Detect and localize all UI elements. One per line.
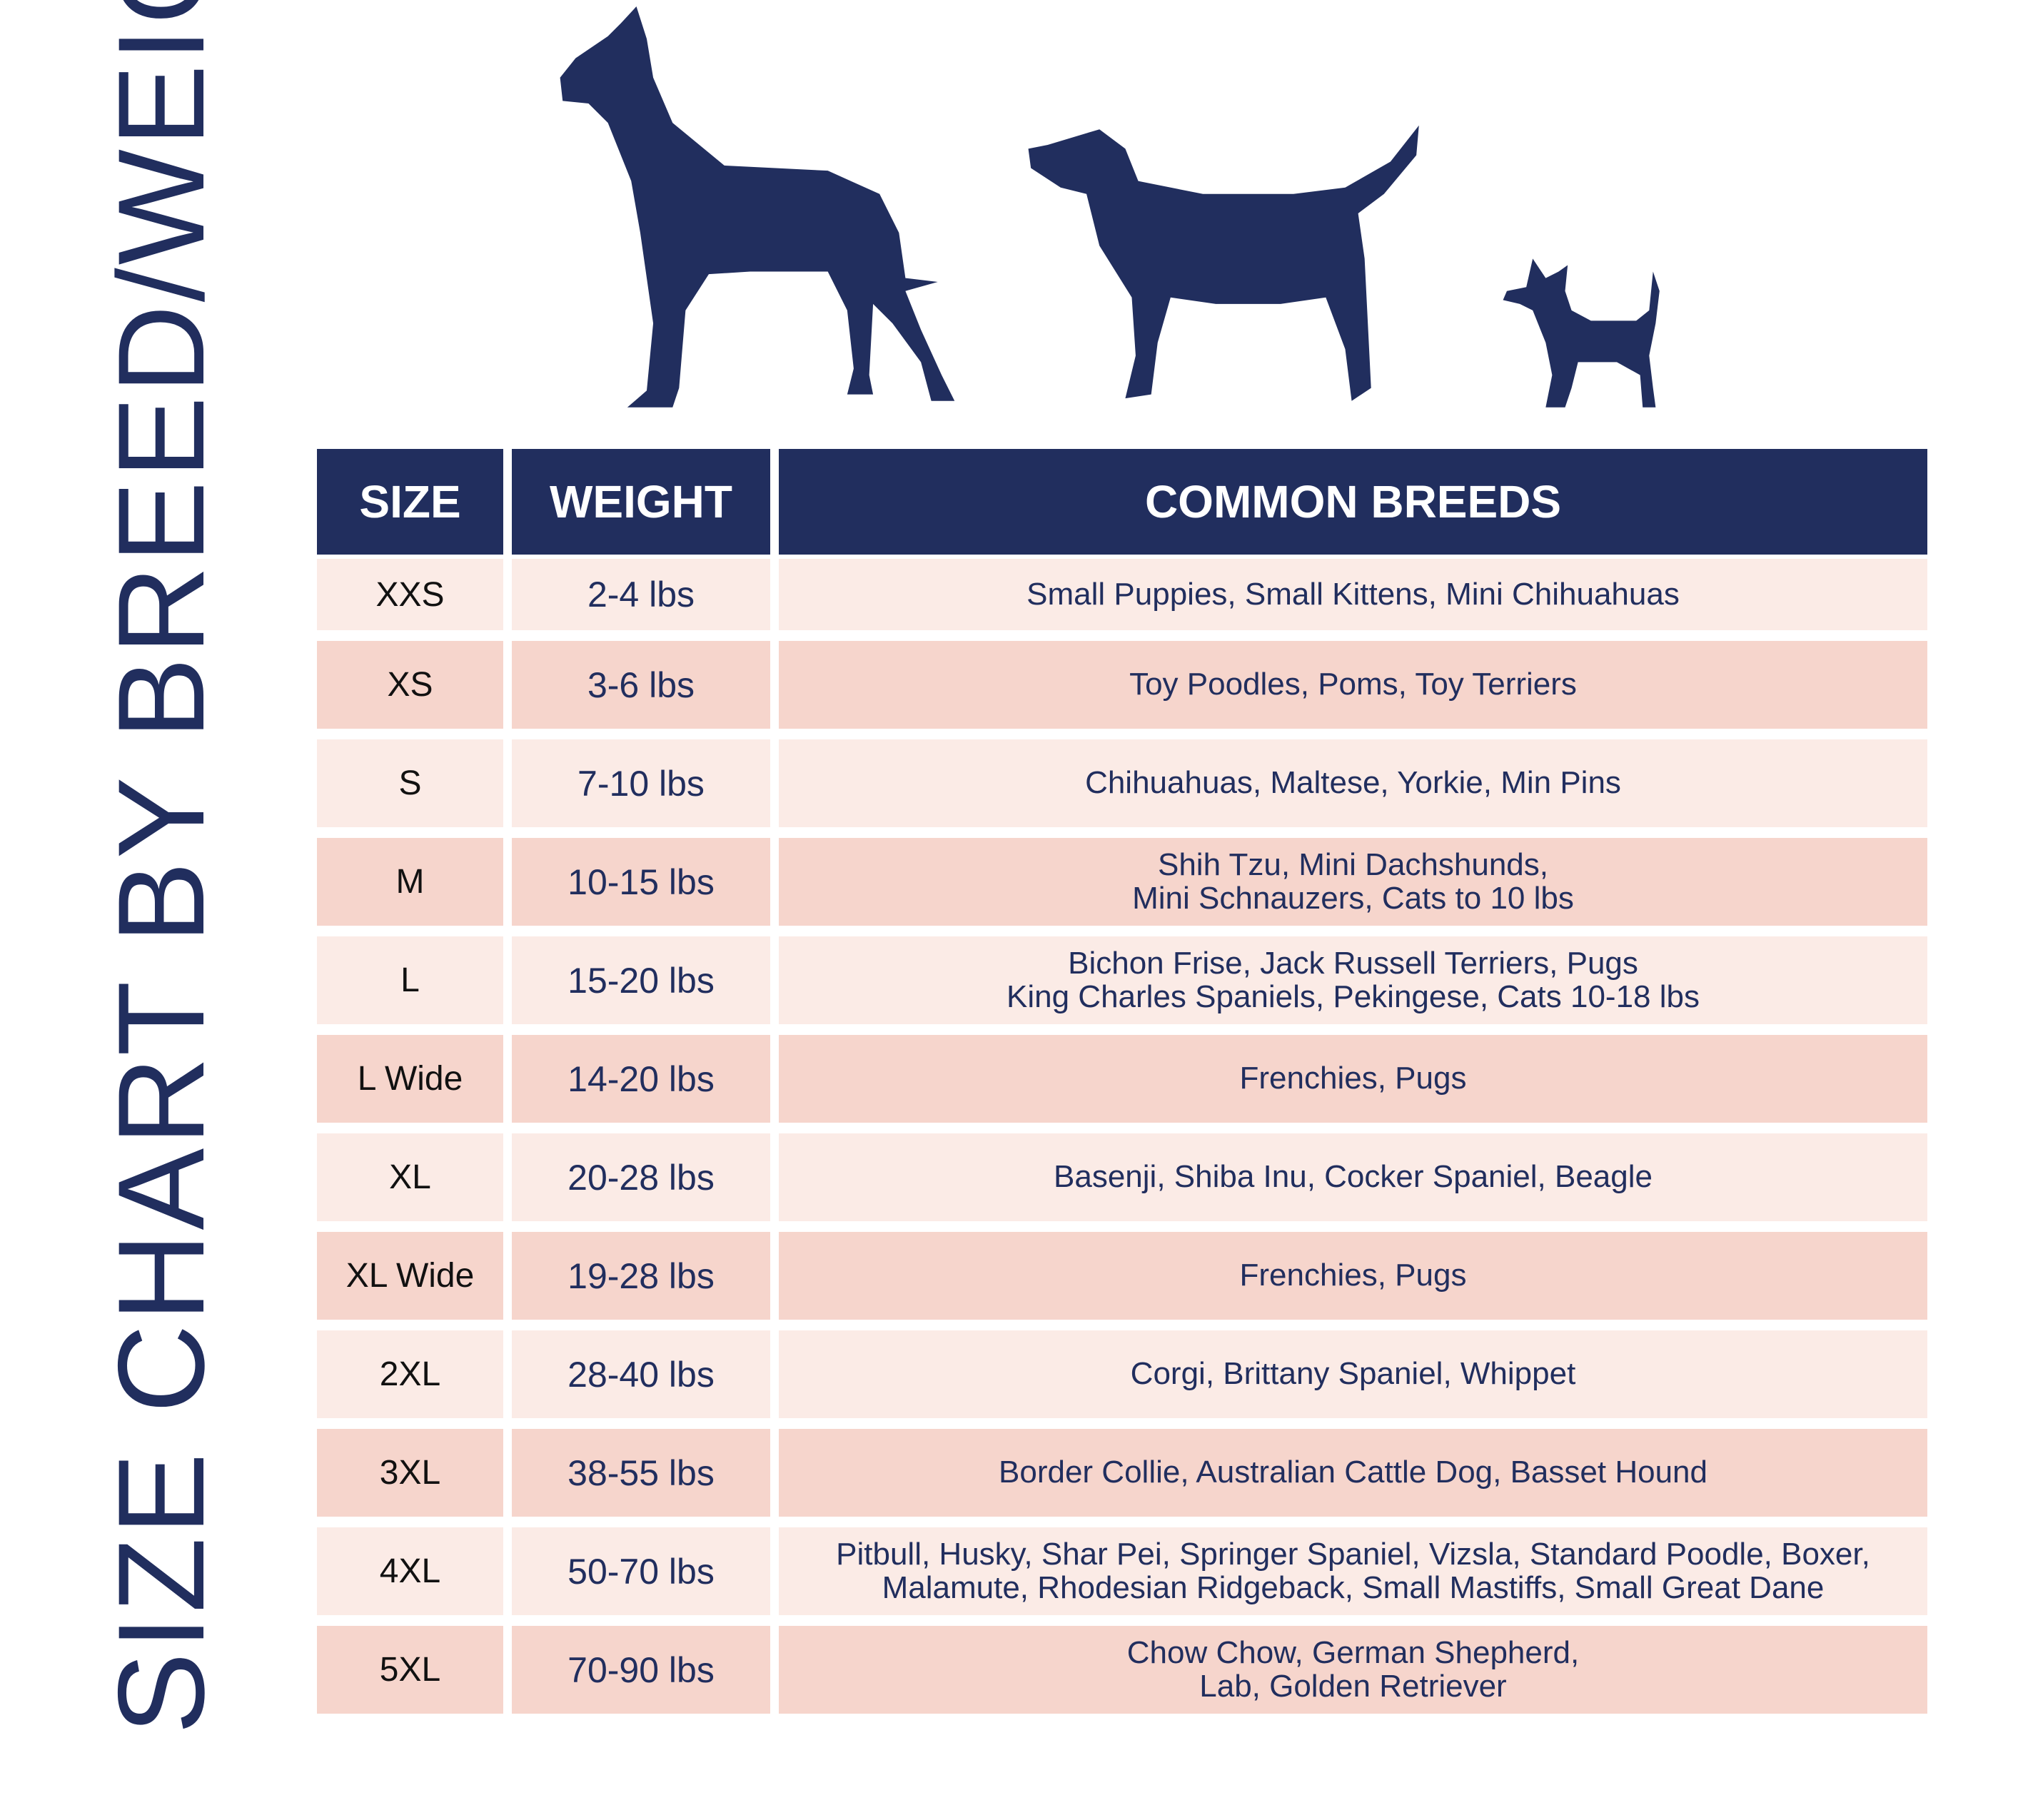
size-chart-table: SIZE WEIGHT COMMON BREEDS XXS 2-4 lbs Smal… (317, 449, 1927, 1724)
dog-silhouettes (560, 6, 1660, 408)
table-row: XXS 2-4 lbs Small Puppies, Small Kittens, … (317, 559, 1927, 630)
table-row: 5XL 70-90 lbs Chow Chow, German Shepherd, … (317, 1626, 1927, 1714)
breeds-cell: Frenchies, Pugs (779, 1035, 1927, 1123)
table-row: L 15-20 lbs Bichon Frise, Jack Russell Ter… (317, 936, 1927, 1024)
table-row: 3XL 38-55 lbs Border Collie, Australian Ca… (317, 1429, 1927, 1517)
weight-cell: 38-55 lbs (512, 1429, 770, 1517)
weight-cell: 3-6 lbs (512, 641, 770, 729)
weight-cell: 7-10 lbs (512, 739, 770, 827)
table-row: XL Wide 19-28 lbs Frenchies, Pugs (317, 1232, 1927, 1320)
table-row: 2XL 28-40 lbs Corgi, Brittany Spaniel, Whi… (317, 1330, 1927, 1418)
breeds-cell: Small Puppies, Small Kittens, Mini Chihu… (779, 559, 1927, 630)
size-cell: 5XL (317, 1626, 503, 1714)
weight-cell: 28-40 lbs (512, 1330, 770, 1418)
size-cell: L Wide (317, 1035, 503, 1123)
table-header: SIZE WEIGHT COMMON BREEDS (317, 449, 1927, 555)
header-size: SIZE (317, 449, 503, 555)
weight-cell: 14-20 lbs (512, 1035, 770, 1123)
size-cell: 4XL (317, 1527, 503, 1615)
chihuahua-silhouette-icon (1503, 258, 1660, 408)
size-cell: 3XL (317, 1429, 503, 1517)
size-cell: XL Wide (317, 1232, 503, 1320)
size-cell: M (317, 838, 503, 926)
breeds-cell: Pitbull, Husky, Shar Pei, Springer Spani… (779, 1527, 1927, 1615)
breeds-cell: Chihuahuas, Maltese, Yorkie, Min Pins (779, 739, 1927, 827)
header-weight: WEIGHT (512, 449, 770, 555)
breeds-cell: Border Collie, Australian Cattle Dog, Ba… (779, 1429, 1927, 1517)
weight-cell: 2-4 lbs (512, 559, 770, 630)
weight-cell: 15-20 lbs (512, 936, 770, 1024)
header-common-breeds: COMMON BREEDS (779, 449, 1927, 555)
weight-cell: 20-28 lbs (512, 1133, 770, 1221)
table-row: 4XL 50-70 lbs Pitbull, Husky, Shar Pei, Sp… (317, 1527, 1927, 1615)
great-dane-silhouette-icon (560, 6, 955, 408)
size-cell: S (317, 739, 503, 827)
breeds-cell: Chow Chow, German Shepherd, Lab, Golden … (779, 1626, 1927, 1714)
table-row: XL 20-28 lbs Basenji, Shiba Inu, Cocker Sp… (317, 1133, 1927, 1221)
breeds-cell: Bichon Frise, Jack Russell Terriers, Pug… (779, 936, 1927, 1024)
table-row: S 7-10 lbs Chihuahuas, Maltese, Yorkie, Mi… (317, 739, 1927, 827)
weight-cell: 10-15 lbs (512, 838, 770, 926)
labrador-silhouette-icon (1028, 125, 1419, 401)
size-cell: XXS (317, 559, 503, 630)
weight-cell: 50-70 lbs (512, 1527, 770, 1615)
weight-cell: 19-28 lbs (512, 1232, 770, 1320)
table-row: XS 3-6 lbs Toy Poodles, Poms, Toy Terriers (317, 641, 1927, 729)
breeds-cell: Toy Poodles, Poms, Toy Terriers (779, 641, 1927, 729)
breeds-cell: Basenji, Shiba Inu, Cocker Spaniel, Beag… (779, 1133, 1927, 1221)
table-row: M 10-15 lbs Shih Tzu, Mini Dachshunds, Min… (317, 838, 1927, 926)
size-cell: XL (317, 1133, 503, 1221)
size-cell: 2XL (317, 1330, 503, 1418)
breeds-cell: Frenchies, Pugs (779, 1232, 1927, 1320)
breeds-cell: Shih Tzu, Mini Dachshunds, Mini Schnauze… (779, 838, 1927, 926)
size-cell: L (317, 936, 503, 1024)
weight-cell: 70-90 lbs (512, 1626, 770, 1714)
size-cell: XS (317, 641, 503, 729)
breeds-cell: Corgi, Brittany Spaniel, Whippet (779, 1330, 1927, 1418)
table-row: L Wide 14-20 lbs Frenchies, Pugs (317, 1035, 1927, 1123)
